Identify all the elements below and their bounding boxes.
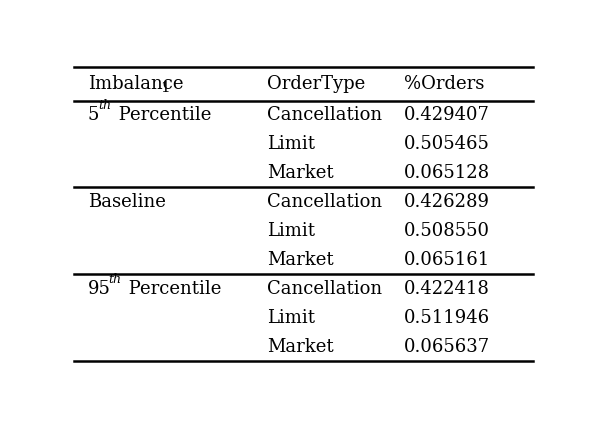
- Text: %Orders: %Orders: [404, 75, 485, 93]
- Text: Cancellation: Cancellation: [267, 106, 382, 124]
- Text: 5: 5: [88, 106, 99, 124]
- Text: Limit: Limit: [267, 309, 315, 327]
- Text: Percentile: Percentile: [112, 106, 211, 124]
- Text: Market: Market: [267, 338, 333, 355]
- Text: Percentile: Percentile: [123, 280, 221, 298]
- Text: 0.422418: 0.422418: [404, 280, 490, 298]
- Text: Imbalance: Imbalance: [88, 75, 184, 93]
- Text: 0.511946: 0.511946: [404, 309, 490, 327]
- Text: 0.508550: 0.508550: [404, 222, 490, 240]
- Text: th: th: [98, 99, 111, 112]
- Text: Cancellation: Cancellation: [267, 280, 382, 298]
- Text: Limit: Limit: [267, 135, 315, 153]
- Text: Cancellation: Cancellation: [267, 193, 382, 211]
- Text: 0.065637: 0.065637: [404, 338, 490, 355]
- Text: 0.065128: 0.065128: [404, 164, 490, 182]
- Text: 0.065161: 0.065161: [404, 251, 491, 269]
- Text: 1: 1: [160, 81, 170, 95]
- Text: 0.429407: 0.429407: [404, 106, 490, 124]
- Text: Market: Market: [267, 251, 333, 269]
- Text: Market: Market: [267, 164, 333, 182]
- Text: th: th: [108, 273, 121, 286]
- Text: 0.505465: 0.505465: [404, 135, 490, 153]
- Text: Baseline: Baseline: [88, 193, 166, 211]
- Text: 95: 95: [88, 280, 111, 298]
- Text: Limit: Limit: [267, 222, 315, 240]
- Text: OrderType: OrderType: [267, 75, 365, 93]
- Text: 0.426289: 0.426289: [404, 193, 490, 211]
